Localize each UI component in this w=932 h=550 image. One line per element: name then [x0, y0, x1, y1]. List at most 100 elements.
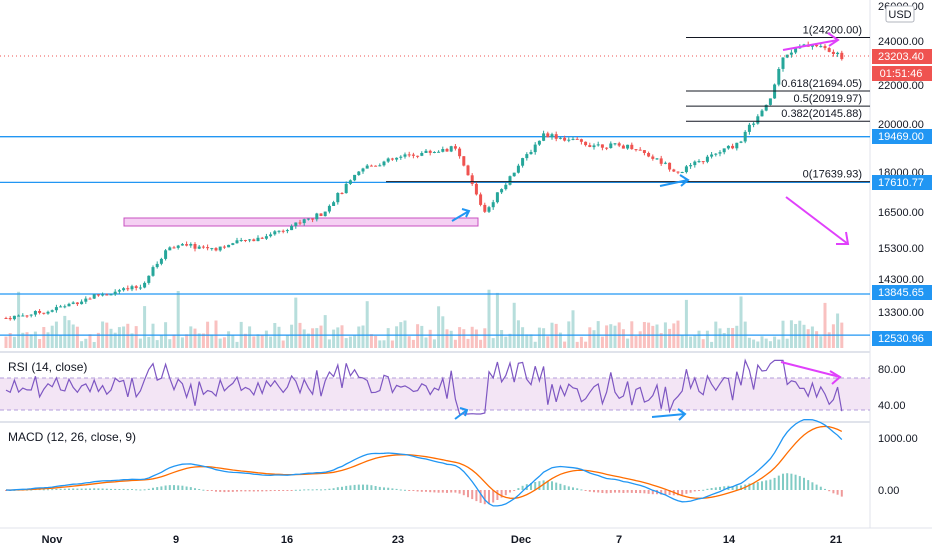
candle-body[interactable] [25, 315, 29, 317]
candle-body[interactable] [168, 247, 172, 251]
candle-body[interactable] [470, 175, 474, 184]
candle-body[interactable] [332, 202, 336, 206]
candle-body[interactable] [668, 162, 672, 170]
candle-body[interactable] [453, 146, 457, 149]
candle-body[interactable] [491, 202, 495, 208]
candle-body[interactable] [651, 156, 655, 159]
candle-body[interactable] [151, 267, 155, 276]
pink-arrow-top-icon[interactable] [782, 32, 840, 51]
candle-body[interactable] [193, 244, 197, 249]
candle-body[interactable] [281, 230, 285, 232]
candle-body[interactable] [768, 98, 772, 105]
candle-body[interactable] [777, 69, 781, 85]
candle-body[interactable] [92, 294, 96, 299]
candle-body[interactable] [302, 219, 306, 224]
candle-body[interactable] [172, 247, 176, 249]
candle-body[interactable] [525, 154, 529, 159]
candle-body[interactable] [739, 141, 743, 143]
candle-body[interactable] [323, 211, 327, 217]
candle-body[interactable] [42, 312, 46, 314]
candle-body[interactable] [155, 263, 159, 268]
candle-body[interactable] [441, 149, 445, 152]
candle-body[interactable] [273, 231, 277, 235]
candle-body[interactable] [428, 150, 432, 153]
candle-body[interactable] [588, 145, 592, 147]
candle-body[interactable] [138, 287, 142, 289]
candle-body[interactable] [638, 149, 642, 151]
candle-body[interactable] [416, 155, 420, 157]
candle-body[interactable] [256, 237, 260, 242]
candle-body[interactable] [836, 52, 840, 55]
candle-body[interactable] [63, 306, 67, 308]
candle-body[interactable] [59, 306, 63, 308]
candle-body[interactable] [378, 165, 382, 167]
blue-arrow-low1-icon[interactable] [451, 208, 471, 222]
candle-body[interactable] [227, 244, 231, 248]
candle-body[interactable] [344, 183, 348, 194]
candle-body[interactable] [113, 291, 117, 295]
candle-body[interactable] [554, 134, 558, 139]
candle-body[interactable] [495, 192, 499, 203]
candle-body[interactable] [38, 311, 42, 313]
price-axis[interactable]: 26000.0024000.0022000.0020000.0018000.00… [878, 1, 924, 319]
candle-body[interactable] [264, 236, 268, 239]
candle-body[interactable] [546, 133, 550, 138]
candle-body[interactable] [659, 158, 663, 164]
candle-body[interactable] [789, 52, 793, 55]
candle-body[interactable] [714, 153, 718, 155]
candle-body[interactable] [794, 48, 798, 53]
candle-body[interactable] [823, 46, 827, 49]
candle-body[interactable] [96, 294, 100, 296]
candle-body[interactable] [353, 174, 357, 181]
candle-body[interactable] [613, 143, 617, 145]
candle-body[interactable] [764, 104, 768, 111]
candle-body[interactable] [315, 213, 319, 220]
candle-body[interactable] [29, 314, 33, 316]
candle-body[interactable] [432, 152, 436, 153]
candle-body[interactable] [449, 146, 453, 152]
candle-body[interactable] [348, 180, 352, 184]
candle-body[interactable] [558, 137, 562, 139]
candle-body[interactable] [4, 318, 8, 319]
candle-body[interactable] [130, 286, 134, 290]
candle-body[interactable] [407, 154, 411, 156]
candle-body[interactable] [424, 150, 428, 153]
candle-body[interactable] [374, 165, 378, 167]
candle-body[interactable] [726, 145, 730, 149]
candle-body[interactable] [626, 144, 630, 149]
candle-body[interactable] [218, 246, 222, 251]
candle-body[interactable] [235, 240, 239, 244]
blue-arrow-low2-icon[interactable] [659, 174, 690, 187]
candle-body[interactable] [689, 165, 693, 167]
candle-body[interactable] [395, 157, 399, 160]
candle-body[interactable] [8, 318, 12, 320]
candle-body[interactable] [735, 142, 739, 149]
candle-body[interactable] [533, 144, 537, 153]
candle-body[interactable] [336, 193, 340, 203]
rsi-indicator[interactable] [5, 358, 843, 415]
candle-body[interactable] [222, 246, 226, 248]
currency-box[interactable]: USD [885, 5, 915, 23]
candle-body[interactable] [831, 51, 835, 54]
time-axis[interactable]: Nov 9 16 23 Dec 7 14 21 [42, 534, 843, 546]
candle-body[interactable] [550, 134, 554, 138]
candle-body[interactable] [243, 240, 247, 241]
candle-body[interactable] [479, 194, 483, 205]
candle-body[interactable] [500, 189, 504, 193]
candle-body[interactable] [340, 193, 344, 194]
candle-body[interactable] [579, 139, 583, 142]
candle-body[interactable] [269, 234, 273, 237]
candle-body[interactable] [563, 137, 567, 141]
candle-body[interactable] [571, 138, 575, 140]
candle-body[interactable] [67, 303, 71, 307]
rsi-title[interactable]: RSI (14, close) [8, 360, 87, 374]
candle-body[interactable] [756, 116, 760, 124]
candle-body[interactable] [592, 145, 596, 148]
candle-body[interactable] [445, 149, 449, 152]
candle-body[interactable] [306, 218, 310, 220]
candle-body[interactable] [705, 156, 709, 162]
candle-body[interactable] [487, 207, 491, 212]
candle-body[interactable] [722, 148, 726, 153]
candle-body[interactable] [134, 286, 138, 288]
candle-body[interactable] [596, 144, 600, 146]
